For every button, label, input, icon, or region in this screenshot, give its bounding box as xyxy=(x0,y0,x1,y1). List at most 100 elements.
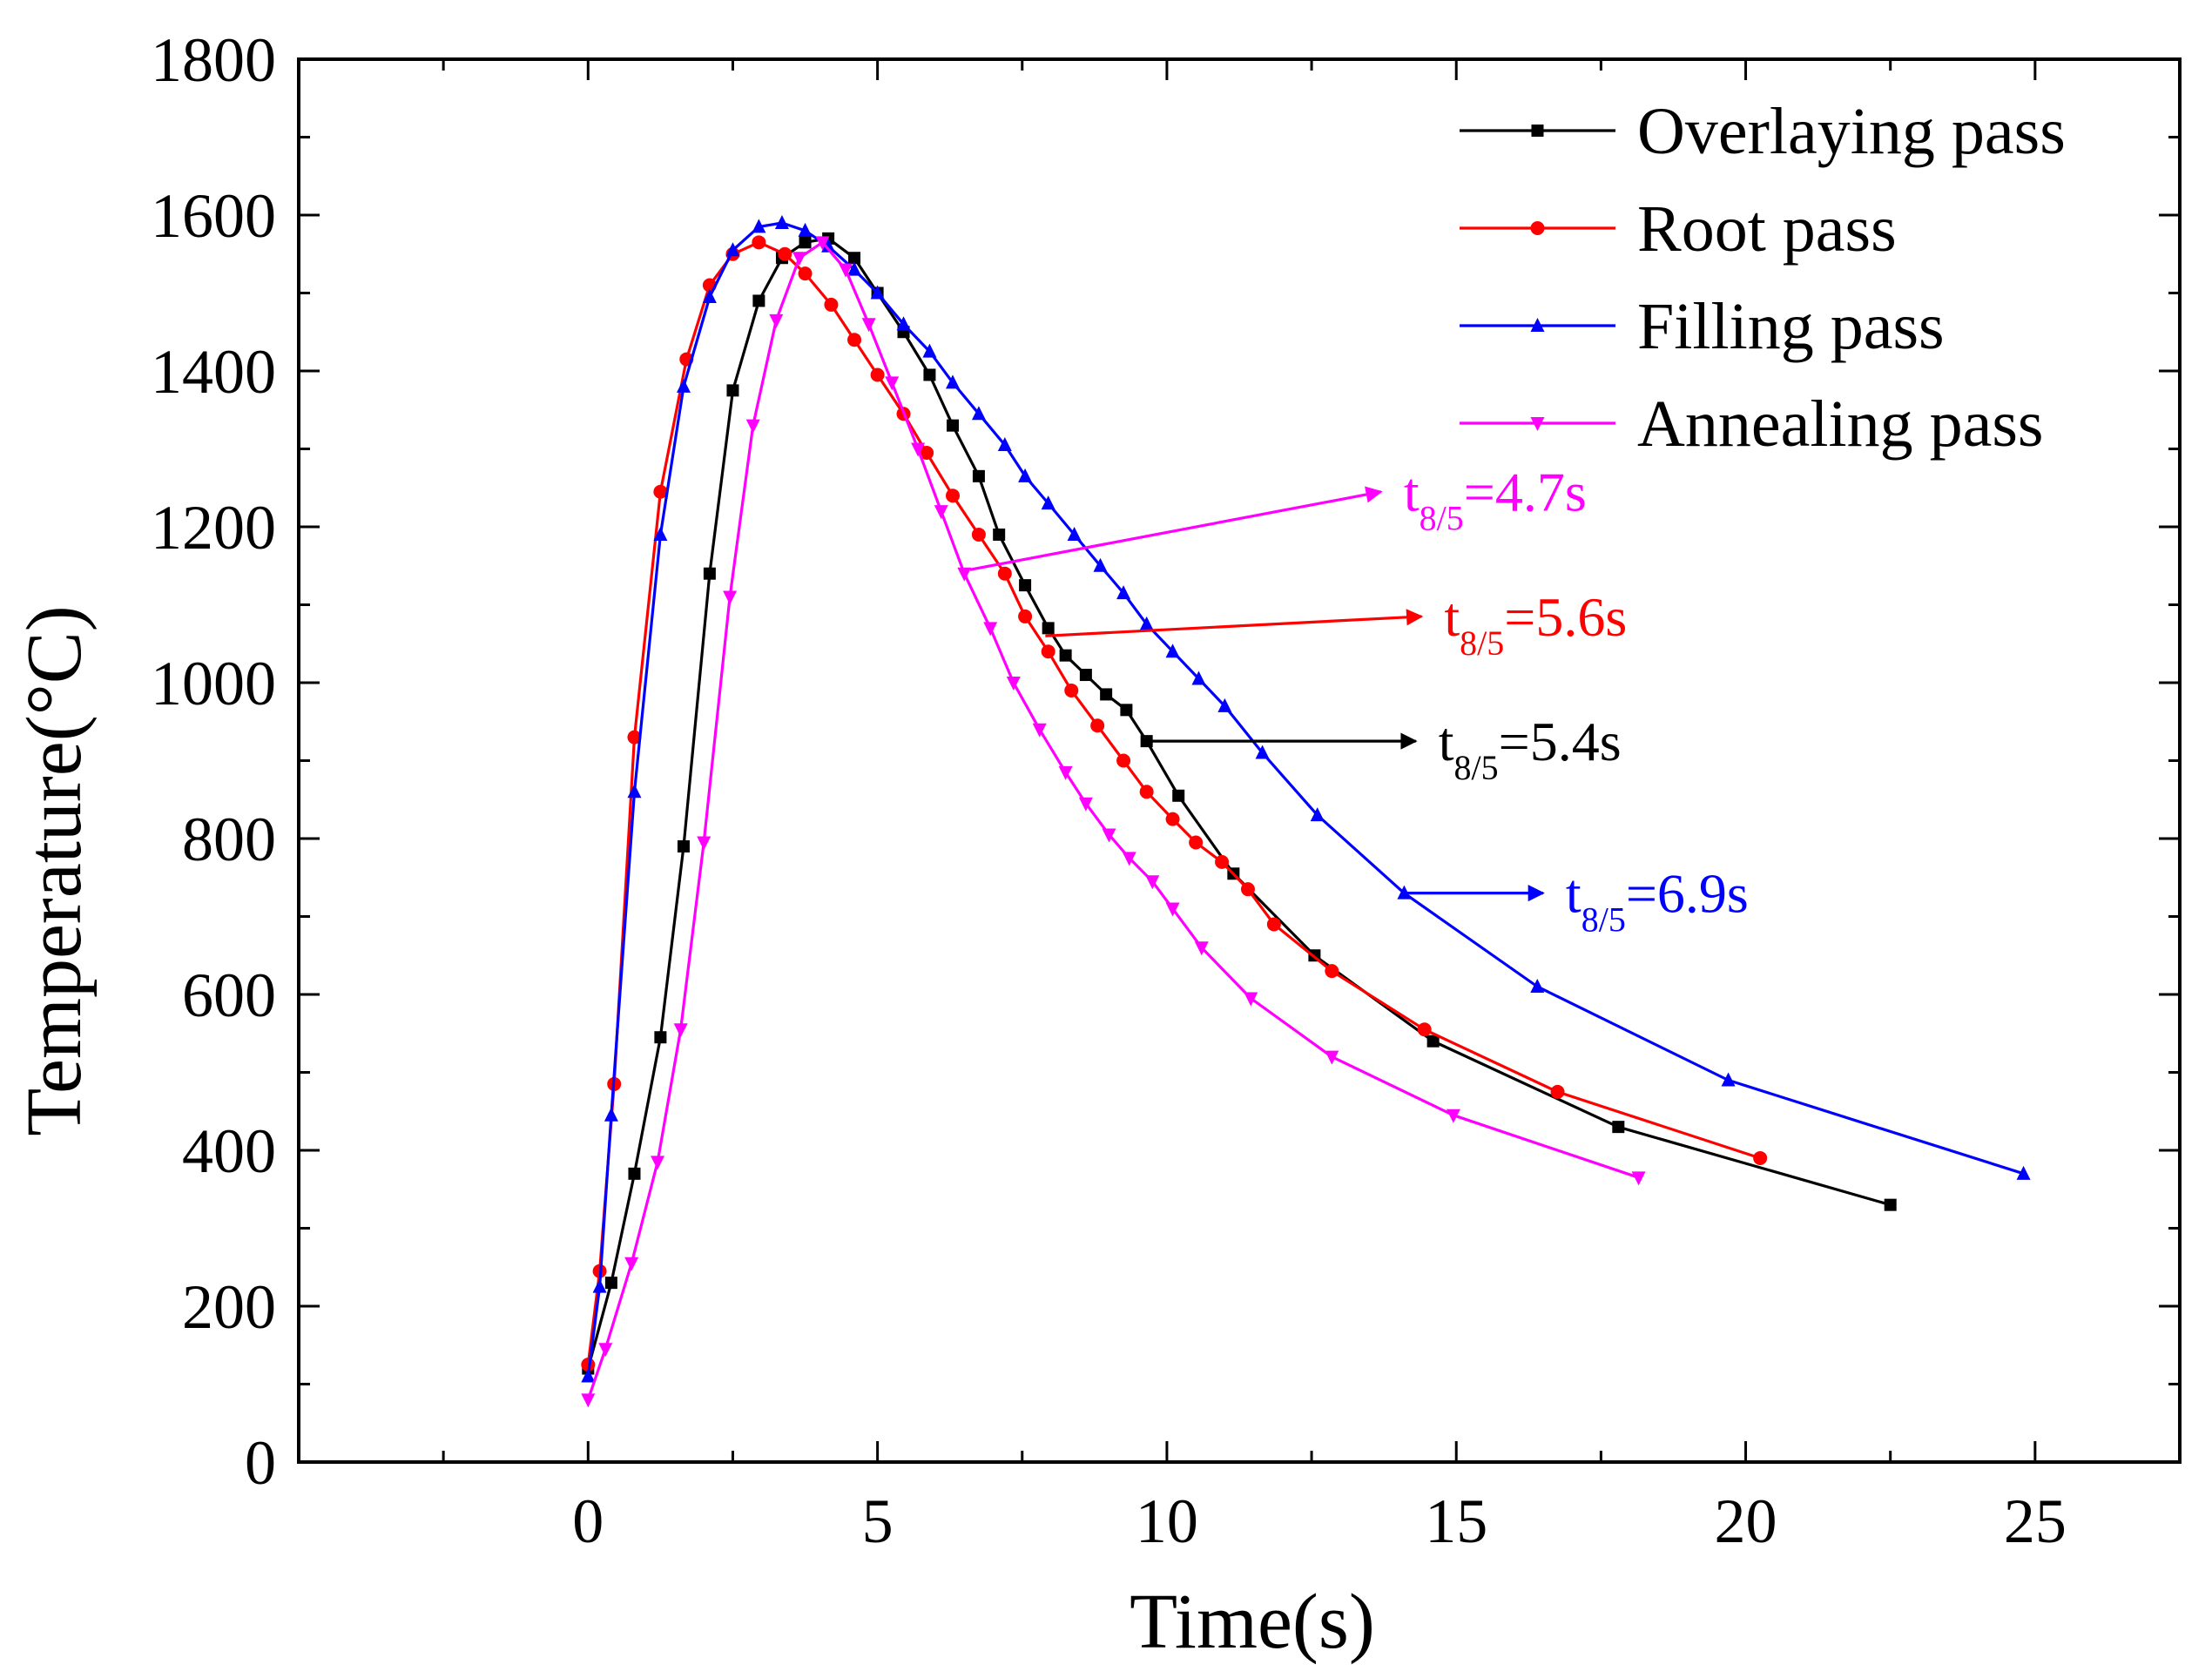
legend-entry: Overlaying pass xyxy=(1460,95,2066,168)
data-point xyxy=(870,285,885,300)
data-point xyxy=(702,288,717,303)
data-point xyxy=(798,266,813,281)
data-point xyxy=(839,263,853,278)
data-point xyxy=(604,1107,618,1122)
data-point xyxy=(676,378,691,393)
data-point xyxy=(1122,852,1136,866)
y-tick-label: 1200 xyxy=(151,493,276,563)
annotation-layer: t8/5=4.7s t8/5=5.6s t8/5=5.4s t8/5=6.9s xyxy=(969,462,1749,940)
data-point xyxy=(653,526,668,541)
legend-entry: Root pass xyxy=(1460,192,1897,266)
data-point xyxy=(1612,1121,1625,1134)
data-point xyxy=(1194,941,1209,956)
data-point xyxy=(627,730,642,745)
data-point xyxy=(1058,765,1073,780)
data-point xyxy=(993,528,1006,541)
data-point xyxy=(1631,1171,1646,1186)
data-point xyxy=(799,236,812,249)
data-point xyxy=(957,567,972,582)
data-point xyxy=(1093,557,1108,572)
data-point xyxy=(972,469,985,482)
data-point xyxy=(1018,609,1033,623)
legend-marker xyxy=(1530,318,1545,332)
data-point xyxy=(1310,807,1325,822)
data-point xyxy=(1090,718,1105,733)
x-tick-label: 25 xyxy=(2004,1486,2067,1556)
data-point xyxy=(1325,1050,1339,1065)
axes: 0 5 10 15 20 25 0 200 400 600 800 1000 1200 1400 1600 1… xyxy=(151,25,2182,1556)
series-annealing-pass xyxy=(581,236,1646,1408)
data-point xyxy=(769,313,784,328)
data-point xyxy=(1120,704,1133,717)
series-layer xyxy=(581,214,2031,1408)
data-point xyxy=(971,406,986,421)
data-point xyxy=(815,236,830,251)
annotation-label: t8/5=5.6s xyxy=(1444,586,1627,663)
legend-marker xyxy=(1531,125,1544,137)
annotation-label: t8/5=6.9s xyxy=(1566,863,1749,940)
data-point xyxy=(1139,616,1154,630)
annotation-label: t8/5=4.7s xyxy=(1404,462,1587,538)
data-point xyxy=(1325,964,1339,979)
data-point xyxy=(745,419,760,434)
data-point xyxy=(1116,753,1131,768)
legend-label: Overlaying pass xyxy=(1637,95,2066,168)
x-tick-label: 5 xyxy=(862,1486,894,1556)
data-point xyxy=(997,566,1012,581)
data-point xyxy=(920,445,934,460)
data-point xyxy=(848,252,861,265)
data-point xyxy=(627,784,642,799)
legend: Overlaying pass Root pass Filling pass Ann… xyxy=(1460,95,2066,461)
data-point xyxy=(983,622,998,637)
data-point xyxy=(1426,1034,1440,1048)
data-point xyxy=(1244,992,1258,1007)
data-point xyxy=(824,297,839,312)
data-point xyxy=(1884,1198,1897,1211)
annotation-2: t8/5=5.6s xyxy=(1045,586,1627,663)
y-axis-title: Temperature(°C) xyxy=(11,605,98,1136)
data-point xyxy=(697,836,711,851)
data-point xyxy=(673,1023,688,1038)
data-point xyxy=(654,1031,667,1044)
data-point xyxy=(1165,812,1180,826)
data-point xyxy=(1079,669,1092,682)
annotation-label: t8/5=5.4s xyxy=(1439,711,1622,787)
data-point xyxy=(1189,835,1204,850)
data-point xyxy=(847,333,862,347)
data-point xyxy=(1215,854,1230,869)
y-tick-label: 200 xyxy=(182,1272,276,1342)
x-tick-label: 20 xyxy=(1715,1486,1777,1556)
y-tick-label: 600 xyxy=(182,960,276,1030)
x-tick-label: 15 xyxy=(1425,1486,1487,1556)
data-point xyxy=(821,238,836,253)
data-point xyxy=(870,367,885,382)
series-root-pass xyxy=(581,235,1768,1372)
data-point xyxy=(1217,697,1232,712)
data-point xyxy=(946,489,961,503)
data-point xyxy=(628,1167,641,1180)
data-point xyxy=(1191,671,1206,685)
data-point xyxy=(792,252,806,266)
data-point xyxy=(1550,1084,1565,1099)
data-point xyxy=(1139,785,1154,799)
y-tick-label: 0 xyxy=(245,1428,276,1498)
data-point xyxy=(798,222,813,237)
y-tick-label: 400 xyxy=(182,1116,276,1186)
data-point xyxy=(581,1393,596,1408)
y-tick-label: 1800 xyxy=(151,25,276,95)
data-point xyxy=(1006,677,1021,691)
data-point xyxy=(885,376,900,391)
data-point xyxy=(1102,828,1116,843)
data-point xyxy=(1721,1072,1736,1087)
y-tick-label: 1400 xyxy=(151,337,276,407)
series-line-filling-pass xyxy=(586,221,2025,1377)
data-point xyxy=(592,1278,607,1293)
data-point xyxy=(1255,745,1270,759)
x-tick-label: 10 xyxy=(1136,1486,1198,1556)
legend-label: Root pass xyxy=(1637,192,1897,266)
data-point xyxy=(1041,644,1055,659)
x-tick-label: 0 xyxy=(572,1486,604,1556)
data-point xyxy=(1018,468,1033,482)
data-point xyxy=(947,419,960,432)
data-point xyxy=(598,1343,613,1358)
